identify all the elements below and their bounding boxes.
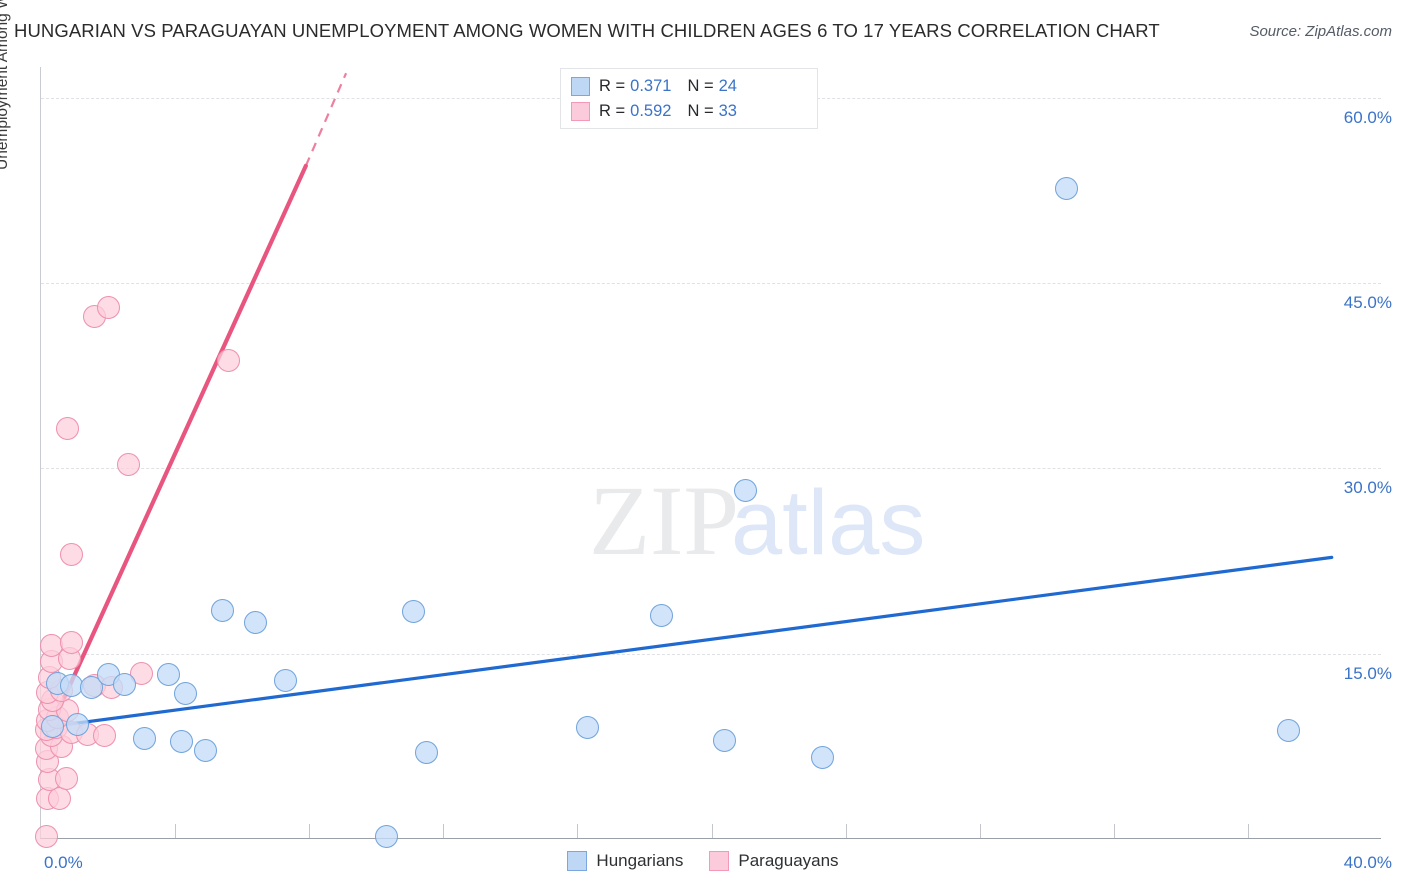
legend-swatch-hungarians xyxy=(567,851,588,871)
scatter-point-paraguayans[interactable] xyxy=(54,766,78,790)
x-axis-tick xyxy=(443,824,445,838)
x-axis-tick xyxy=(1247,824,1249,838)
stats-swatch-paraguayans xyxy=(571,102,590,121)
x-axis-tick xyxy=(845,824,847,838)
y-axis-tick-label: 45.0% xyxy=(1343,293,1392,313)
watermark-atlas: atlas xyxy=(731,472,926,574)
stats-n-label-paraguayans: N = xyxy=(687,102,714,120)
y-axis-tick-label: 60.0% xyxy=(1343,107,1392,127)
scatter-point-hungarians[interactable] xyxy=(649,603,673,627)
gridline xyxy=(41,468,1381,470)
scatter-point-hungarians[interactable] xyxy=(401,600,425,624)
stats-n-value-hungarians: 24 xyxy=(718,77,737,95)
y-axis-title: Unemployment Among Women with Children A… xyxy=(0,0,12,170)
scatter-point-hungarians[interactable] xyxy=(66,712,90,736)
stats-swatch-hungarians xyxy=(571,77,590,96)
scatter-point-hungarians[interactable] xyxy=(374,825,398,849)
legend-label-hungarians: Hungarians xyxy=(596,851,684,870)
trend-lines xyxy=(39,72,1334,740)
x-axis-tick xyxy=(309,824,311,838)
stats-row-paraguayans: R = 0.592 N = 33 xyxy=(571,99,807,124)
scatter-point-hungarians[interactable] xyxy=(274,669,298,693)
legend-label-paraguayans: Paraguayans xyxy=(738,851,839,870)
x-axis-tick xyxy=(1113,824,1115,838)
stats-r-value-paraguayans: 0.592 xyxy=(630,102,672,120)
scatter-point-hungarians[interactable] xyxy=(133,727,157,751)
scatter-point-paraguayans[interactable] xyxy=(56,417,80,441)
correlation-stats-box: R = 0.371 N = 24 R = 0.592 N = 33 xyxy=(560,68,818,129)
trend-line-extension xyxy=(304,72,348,167)
stats-r-value-hungarians: 0.371 xyxy=(630,77,672,95)
scatter-point-paraguayans[interactable] xyxy=(130,661,154,685)
stats-n-label-hungarians: N = xyxy=(687,77,714,95)
x-axis-tick xyxy=(175,824,177,838)
source-attribution: Source: ZipAtlas.com xyxy=(1249,23,1392,40)
stats-r-label-hungarians: R = xyxy=(599,77,626,95)
scatter-point-paraguayans[interactable] xyxy=(59,543,83,567)
scatter-point-paraguayans[interactable] xyxy=(93,723,117,747)
y-axis-tick-label: 15.0% xyxy=(1343,663,1392,683)
x-axis-label-max: 40.0% xyxy=(1343,853,1392,872)
scatter-point-hungarians[interactable] xyxy=(1055,176,1079,200)
gridline xyxy=(41,653,1381,655)
legend-swatch-paraguayans xyxy=(709,851,730,871)
x-axis-tick xyxy=(711,824,713,838)
trend-line-paraguayans xyxy=(43,163,308,740)
x-axis-label-min: 0.0% xyxy=(44,853,83,872)
x-axis-tick xyxy=(577,824,579,838)
scatter-point-paraguayans[interactable] xyxy=(96,296,120,320)
scatter-point-hungarians[interactable] xyxy=(79,675,103,699)
scatter-point-hungarians[interactable] xyxy=(575,716,599,740)
scatter-point-hungarians[interactable] xyxy=(41,715,65,739)
scatter-point-hungarians[interactable] xyxy=(156,663,180,687)
scatter-point-hungarians[interactable] xyxy=(713,728,737,752)
scatter-point-paraguayans[interactable] xyxy=(34,825,58,849)
scatter-point-paraguayans[interactable] xyxy=(217,349,241,373)
scatter-point-hungarians[interactable] xyxy=(193,738,217,762)
scatter-point-paraguayans[interactable] xyxy=(59,631,83,655)
scatter-point-hungarians[interactable] xyxy=(1276,718,1300,742)
series-legend: Hungarians Paraguayans xyxy=(0,851,1406,871)
page-title: HUNGARIAN VS PARAGUAYAN UNEMPLOYMENT AMO… xyxy=(14,20,1160,41)
scatter-point-hungarians[interactable] xyxy=(210,598,234,622)
scatter-point-hungarians[interactable] xyxy=(244,611,268,635)
legend-item-paraguayans[interactable]: Paraguayans xyxy=(709,851,839,871)
trend-line-hungarians xyxy=(39,555,1334,730)
legend-item-hungarians[interactable]: Hungarians xyxy=(567,851,683,871)
y-axis-tick-label: 30.0% xyxy=(1343,478,1392,498)
scatter-point-hungarians[interactable] xyxy=(113,673,137,697)
scatter-point-hungarians[interactable] xyxy=(810,745,834,769)
plot-area: ZIPatlas xyxy=(34,67,1381,849)
stats-row-hungarians: R = 0.371 N = 24 xyxy=(571,74,807,99)
zipatlas-watermark: ZIPatlas xyxy=(589,471,925,571)
watermark-zip: ZIP xyxy=(589,465,739,576)
gridline xyxy=(41,283,1381,285)
scatter-point-hungarians[interactable] xyxy=(173,681,197,705)
scatter-point-paraguayans[interactable] xyxy=(39,633,63,657)
scatter-point-hungarians[interactable] xyxy=(415,741,439,765)
scatter-point-hungarians[interactable] xyxy=(170,729,194,753)
x-axis-tick xyxy=(979,824,981,838)
stats-n-value-paraguayans: 33 xyxy=(718,102,737,120)
scatter-point-hungarians[interactable] xyxy=(733,479,757,503)
stats-r-label-paraguayans: R = xyxy=(599,102,626,120)
scatter-point-paraguayans[interactable] xyxy=(116,453,140,477)
